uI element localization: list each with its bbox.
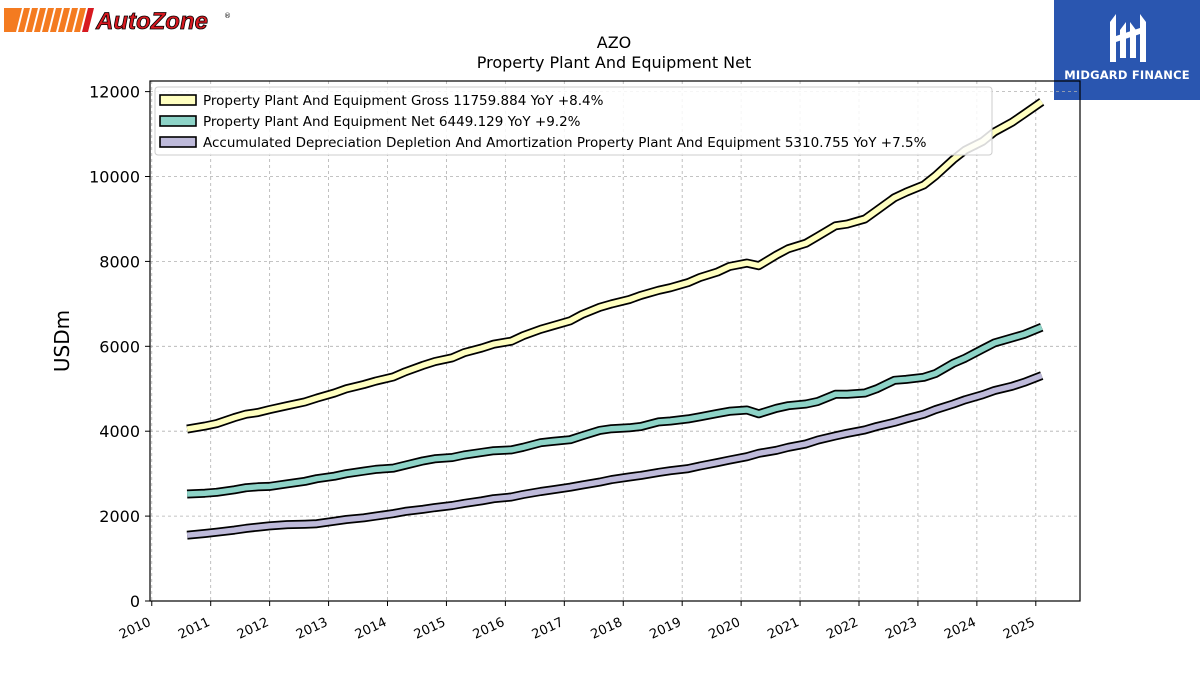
y-tick-label: 2000 [99, 507, 140, 526]
x-tick-label: 2011 [176, 615, 212, 643]
x-tick-label: 2019 [648, 615, 684, 643]
x-tick-label: 2014 [353, 615, 389, 643]
x-tick-label: 2025 [1001, 615, 1037, 643]
series-gross-line [186, 99, 1044, 432]
midgard-finance-wordmark: MIDGARD FINANCE [1064, 68, 1190, 82]
svg-text:AutoZone: AutoZone [95, 8, 208, 34]
legend-label-accum: Accumulated Depreciation Depletion And A… [203, 135, 927, 151]
legend-label-gross: Property Plant And Equipment Gross 11759… [203, 93, 604, 109]
y-tick-label: 8000 [99, 252, 140, 271]
y-axis: 0 2000 4000 6000 8000 10000 12000 [89, 83, 150, 611]
legend-label-net: Property Plant And Equipment Net 6449.12… [203, 114, 581, 130]
midgard-emblem-icon [1110, 14, 1146, 62]
legend-box [154, 86, 993, 156]
series-net-outline [186, 323, 1044, 499]
chart-title: AZO [597, 33, 632, 52]
legend-swatch-accum [159, 136, 197, 148]
series-net-line [186, 324, 1043, 497]
x-tick-label: 2020 [706, 615, 742, 643]
legend-swatch-net [159, 115, 197, 127]
y-tick-label: 4000 [99, 422, 140, 441]
legend-swatch-gross [159, 94, 197, 106]
plot-area [186, 98, 1045, 540]
legend: Property Plant And Equipment Gross 11759… [154, 86, 993, 156]
x-tick-label: 2018 [589, 615, 625, 643]
x-tick-label: 2015 [412, 615, 448, 643]
autozone-stripes-icon [4, 8, 94, 32]
y-tick-label: 0 [130, 592, 140, 611]
x-tick-label: 2021 [765, 615, 801, 643]
x-tick-label: 2024 [942, 615, 978, 643]
x-tick-label: 2017 [530, 615, 566, 643]
y-tick-label: 12000 [89, 83, 140, 102]
x-axis: 2010 2011 2012 2013 2014 2015 2016 2017 2018 2019… [117, 601, 1037, 643]
y-tick-label: 10000 [89, 168, 140, 187]
x-tick-label: 2023 [883, 615, 919, 643]
x-tick-label: 2013 [294, 615, 330, 643]
x-tick-label: 2010 [117, 615, 153, 643]
svg-text:®: ® [224, 12, 231, 20]
autozone-logo: AutoZone ® [4, 6, 234, 35]
midgard-finance-logo: MIDGARD FINANCE [1054, 0, 1200, 100]
y-tick-label: 6000 [99, 337, 140, 356]
y-axis-label: USDm [50, 310, 74, 372]
x-tick-label: 2022 [824, 615, 860, 643]
axes-frame [149, 80, 1081, 602]
x-tick-label: 2016 [471, 615, 507, 643]
chart-subtitle: Property Plant And Equipment Net [477, 53, 752, 72]
series-accum-line [186, 373, 1043, 538]
x-tick-label: 2012 [235, 615, 271, 643]
